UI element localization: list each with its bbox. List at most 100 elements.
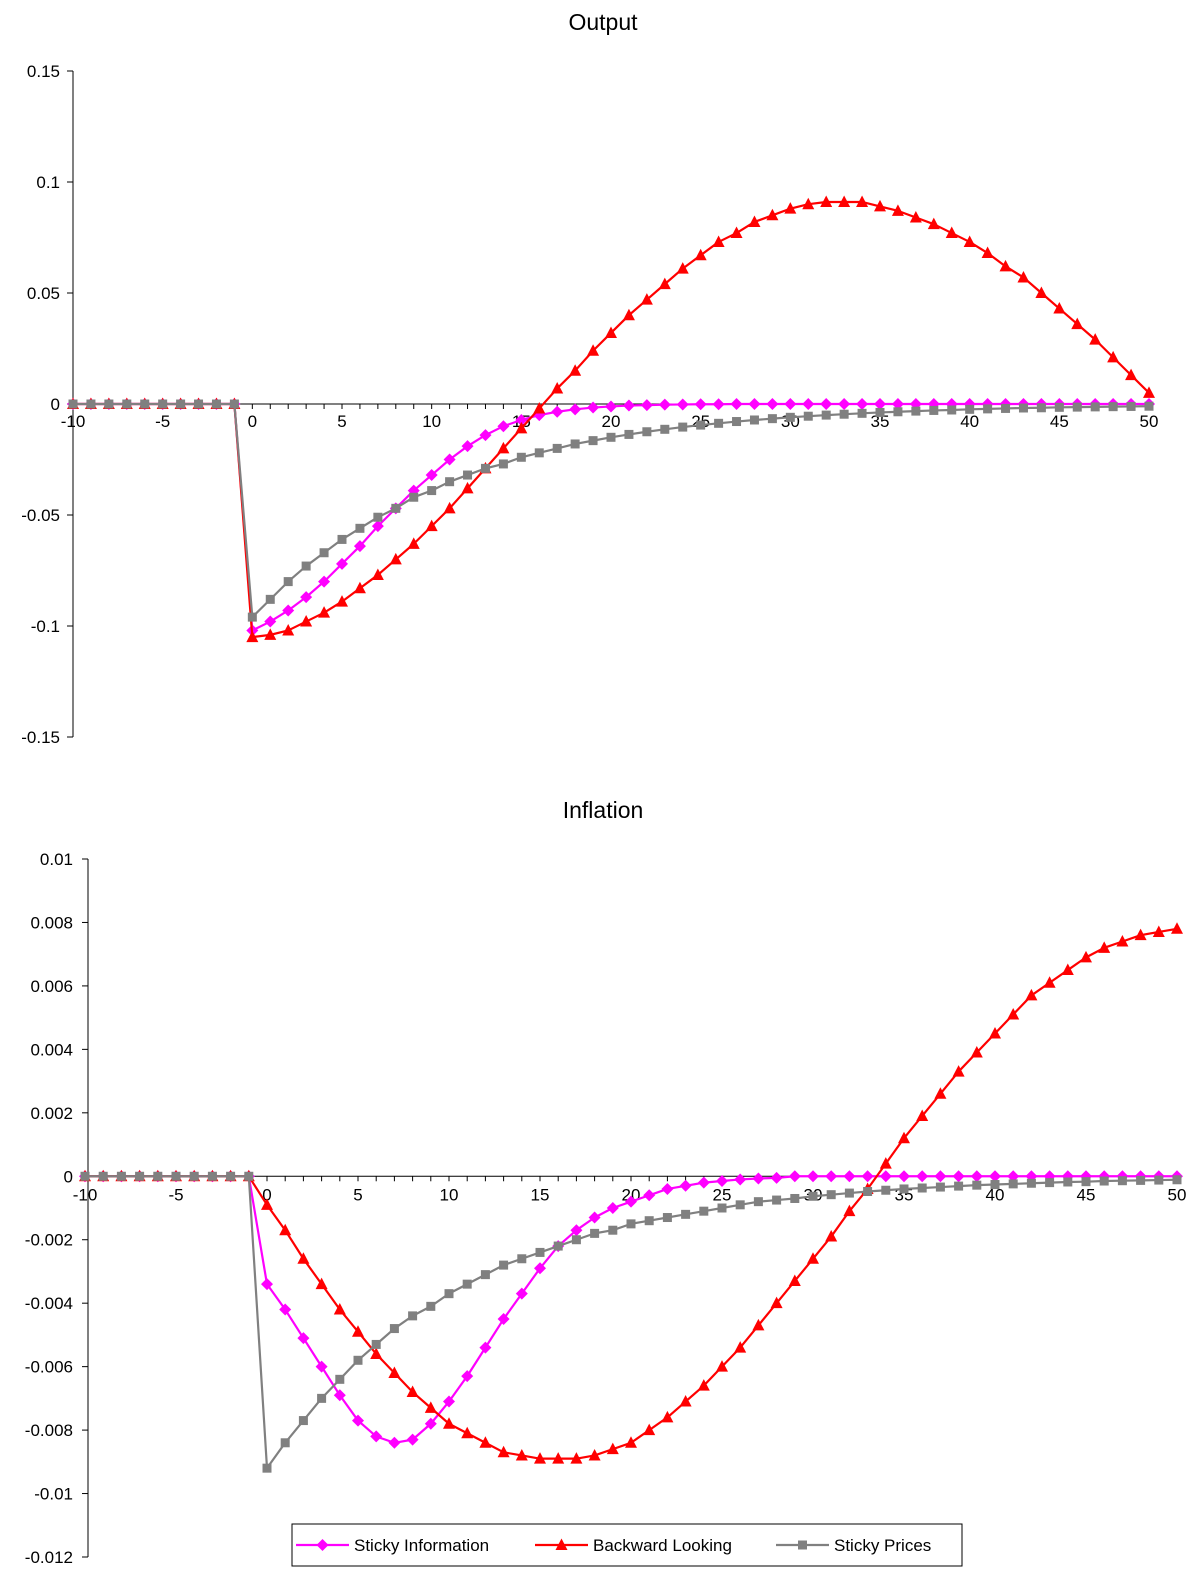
data-point (843, 1170, 856, 1183)
data-point (552, 1452, 565, 1464)
data-point (370, 1430, 383, 1443)
data-point (261, 1278, 273, 1291)
x-tick-label: -10 (73, 1185, 98, 1204)
data-point (934, 1087, 947, 1099)
data-point (261, 1198, 273, 1210)
data-point (68, 399, 78, 409)
data-point (1017, 270, 1030, 283)
data-point (427, 486, 437, 496)
data-point (622, 399, 635, 412)
data-point (498, 459, 508, 469)
data-point (1171, 922, 1183, 934)
data-point (1126, 401, 1136, 411)
data-point (588, 436, 598, 446)
data-point (625, 1195, 637, 1208)
data-point (947, 405, 957, 415)
data-point (606, 432, 616, 442)
data-point (135, 1171, 145, 1181)
data-point (676, 398, 689, 411)
legend-item: Sticky Prices (776, 1536, 931, 1555)
data-point (283, 577, 293, 587)
y-tick-label: 0 (64, 1167, 73, 1186)
data-point (952, 1065, 965, 1077)
data-point (732, 417, 742, 427)
data-point (605, 400, 617, 413)
data-point (515, 1287, 528, 1300)
data-point (122, 399, 132, 409)
data-point (807, 1170, 819, 1183)
data-point (625, 1436, 637, 1448)
data-point (661, 1182, 674, 1195)
data-point (443, 1417, 455, 1429)
data-point (570, 439, 580, 449)
data-point (712, 398, 725, 411)
data-point (899, 1184, 909, 1194)
data-point (194, 399, 204, 409)
legend-marker (798, 1540, 807, 1550)
x-tick-label: 5 (353, 1185, 362, 1204)
x-tick-label: 50 (1168, 1185, 1187, 1204)
data-point (497, 420, 510, 433)
data-point (171, 1171, 181, 1181)
data-point (1008, 1179, 1018, 1189)
data-point (963, 235, 976, 247)
data-point (229, 399, 239, 409)
data-point (1061, 963, 1074, 976)
data-point (642, 427, 652, 437)
data-point (1063, 1177, 1073, 1187)
data-point (981, 246, 994, 259)
data-point (264, 628, 277, 640)
data-point (426, 1301, 436, 1311)
data-point (712, 235, 725, 247)
legend-label: Sticky Information (354, 1536, 489, 1555)
data-point (658, 277, 671, 290)
data-point (766, 398, 779, 410)
data-point (389, 1324, 399, 1334)
y-tick-label: 0.008 (30, 913, 73, 932)
data-point (480, 1270, 490, 1280)
data-point (874, 398, 886, 410)
data-point (838, 398, 851, 410)
data-point (80, 1171, 90, 1181)
y-tick-label: -0.05 (21, 506, 60, 525)
data-point (748, 215, 761, 227)
data-point (1025, 988, 1038, 1001)
data-point (678, 422, 688, 432)
data-point (336, 595, 348, 607)
data-point (661, 1410, 674, 1423)
data-point (999, 259, 1012, 272)
y-tick-label: 0.05 (27, 284, 60, 303)
legend-label: Sticky Prices (834, 1536, 931, 1555)
y-tick-label: -0.1 (31, 617, 60, 636)
series-line (85, 1175, 1177, 1444)
data-point (717, 1203, 727, 1213)
data-point (1134, 928, 1147, 941)
x-tick-label: 0 (262, 1185, 271, 1204)
data-point (844, 1188, 854, 1198)
data-point (861, 1170, 874, 1183)
data-point (86, 399, 96, 409)
series-sticky-prices (80, 1171, 1182, 1473)
data-point (807, 1252, 819, 1264)
data-point (752, 1318, 765, 1331)
data-point (463, 470, 473, 480)
data-point (425, 469, 438, 482)
data-point (730, 226, 743, 239)
data-point (803, 411, 813, 421)
data-point (333, 1303, 346, 1315)
data-point (838, 195, 851, 207)
data-point (1125, 368, 1138, 381)
data-point (990, 1180, 1000, 1190)
x-tick-label: -10 (61, 412, 86, 431)
x-tick-label: 35 (871, 412, 890, 431)
data-point (802, 398, 815, 410)
data-point (479, 429, 492, 442)
data-point (207, 1171, 217, 1181)
data-point (371, 568, 384, 580)
data-point (790, 1193, 800, 1203)
data-point (1090, 402, 1100, 412)
data-point (587, 401, 600, 414)
data-point (989, 1170, 1001, 1183)
data-point (679, 1179, 692, 1192)
series-backward-looking (67, 195, 1155, 643)
